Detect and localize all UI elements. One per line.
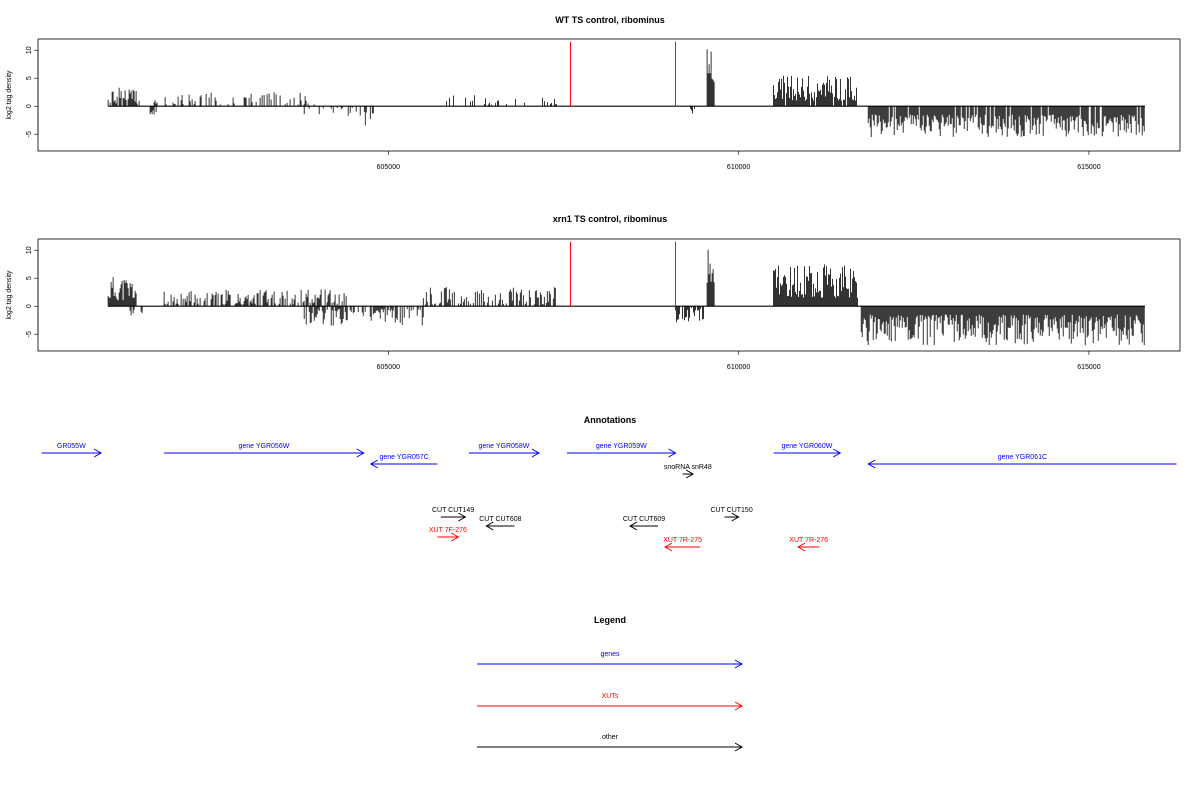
feature-label: CUT CUT608 (479, 516, 521, 523)
legend-gene-arrow: genes (477, 651, 744, 669)
feature-gene-arrow: gene YGR057C (369, 454, 438, 469)
feature-xut-arrow: XUT 7F-276 (429, 527, 467, 542)
annotations-title: Annotations (584, 415, 637, 425)
feature-label: snoRNA snR48 (664, 464, 712, 471)
wt-plot-frame (37, 38, 1181, 152)
x-tick-label: 610000 (727, 164, 750, 171)
feature-label: XUT 7R-275 (663, 537, 702, 544)
xrn1-plot-frame (37, 238, 1181, 352)
legend-items: genes XUTs other (477, 651, 744, 752)
feature-gene-arrow: gene YGR060W (773, 443, 842, 458)
feature-xut-arrow: XUT 7R-276 (789, 537, 828, 552)
xrn1-signal-bars (107, 241, 1145, 346)
legend-title: Legend (594, 615, 626, 625)
x-tick-label: 610000 (727, 364, 750, 371)
feature-arrows: GR055W gene YGR056W gene YGR057C gene YGR05… (41, 443, 1177, 552)
xrn1-y-axis-label: log2 tag density (6, 270, 13, 320)
feature-other-arrow: CUT CUT149 (432, 507, 474, 522)
feature-gene-arrow: GR055W (41, 443, 103, 458)
y-tick-label: 0 (26, 304, 33, 308)
feature-label: CUT CUT609 (623, 516, 665, 523)
legend-label: XUTs (602, 693, 619, 700)
xrn1-y-axis: -5 0 5 10 (26, 246, 39, 337)
feature-label: gene YGR058W (478, 443, 529, 450)
feature-label: gene YGR059W (596, 443, 647, 450)
feature-label: XUT 7F-276 (429, 527, 467, 534)
y-tick-label: 10 (26, 246, 33, 254)
xrn1-track-title: xrn1 TS control, ribominus (553, 214, 668, 224)
feature-other-arrow: CUT CUT150 (710, 507, 753, 522)
x-tick-label: 615000 (1077, 164, 1100, 171)
wt-y-axis-label: log2 tag density (6, 70, 13, 120)
feature-label: CUT CUT150 (710, 507, 752, 514)
feature-other-arrow: CUT CUT609 (623, 516, 665, 531)
y-tick-label: 5 (26, 276, 33, 280)
xrn1-track-panel: xrn1 TS control, ribominus log2 tag dens… (6, 214, 1181, 371)
wt-track-title: WT TS control, ribominus (555, 15, 665, 25)
y-tick-label: -5 (26, 131, 33, 137)
annotations-panel: Annotations GR055W gene YGR056W gene YGR05… (41, 415, 1177, 552)
feature-label: CUT CUT149 (432, 507, 474, 514)
legend-label: genes (600, 651, 620, 658)
y-tick-label: 0 (26, 104, 33, 108)
feature-label: gene YGR060W (781, 443, 832, 450)
wt-track-panel: WT TS control, ribominus log2 tag densit… (6, 15, 1181, 171)
feature-gene-arrow: gene YGR058W (468, 443, 540, 458)
wt-x-axis: 605000 610000 615000 (377, 151, 1101, 171)
feature-label: gene YGR056W (238, 443, 289, 450)
legend-panel: Legend genes XUTs other (477, 615, 744, 752)
y-tick-label: 10 (26, 46, 33, 54)
y-tick-label: -5 (26, 331, 33, 337)
feature-label: GR055W (57, 443, 86, 450)
wt-y-axis: -5 0 5 10 (26, 46, 39, 137)
feature-other-arrow: CUT CUT608 (479, 516, 522, 531)
legend-label: other (602, 734, 619, 741)
feature-other-arrow: snoRNA snR48 (664, 464, 712, 479)
x-tick-label: 615000 (1077, 364, 1100, 371)
x-tick-label: 605000 (377, 164, 400, 171)
legend-other-arrow: other (477, 734, 744, 752)
feature-label: XUT 7R-276 (789, 537, 828, 544)
feature-gene-arrow: gene YGR056W (164, 443, 365, 458)
wt-signal-bars (107, 41, 1145, 137)
feature-label: gene YGR061C (998, 454, 1047, 461)
xrn1-x-axis: 605000 610000 615000 (377, 351, 1101, 371)
feature-gene-arrow: gene YGR061C (867, 454, 1177, 469)
y-tick-label: 5 (26, 76, 33, 80)
feature-label: gene YGR057C (379, 454, 428, 461)
legend-xut-arrow: XUTs (477, 693, 744, 711)
feature-xut-arrow: XUT 7R-275 (663, 537, 702, 552)
x-tick-label: 605000 (377, 364, 400, 371)
feature-gene-arrow: gene YGR059W (566, 443, 677, 458)
